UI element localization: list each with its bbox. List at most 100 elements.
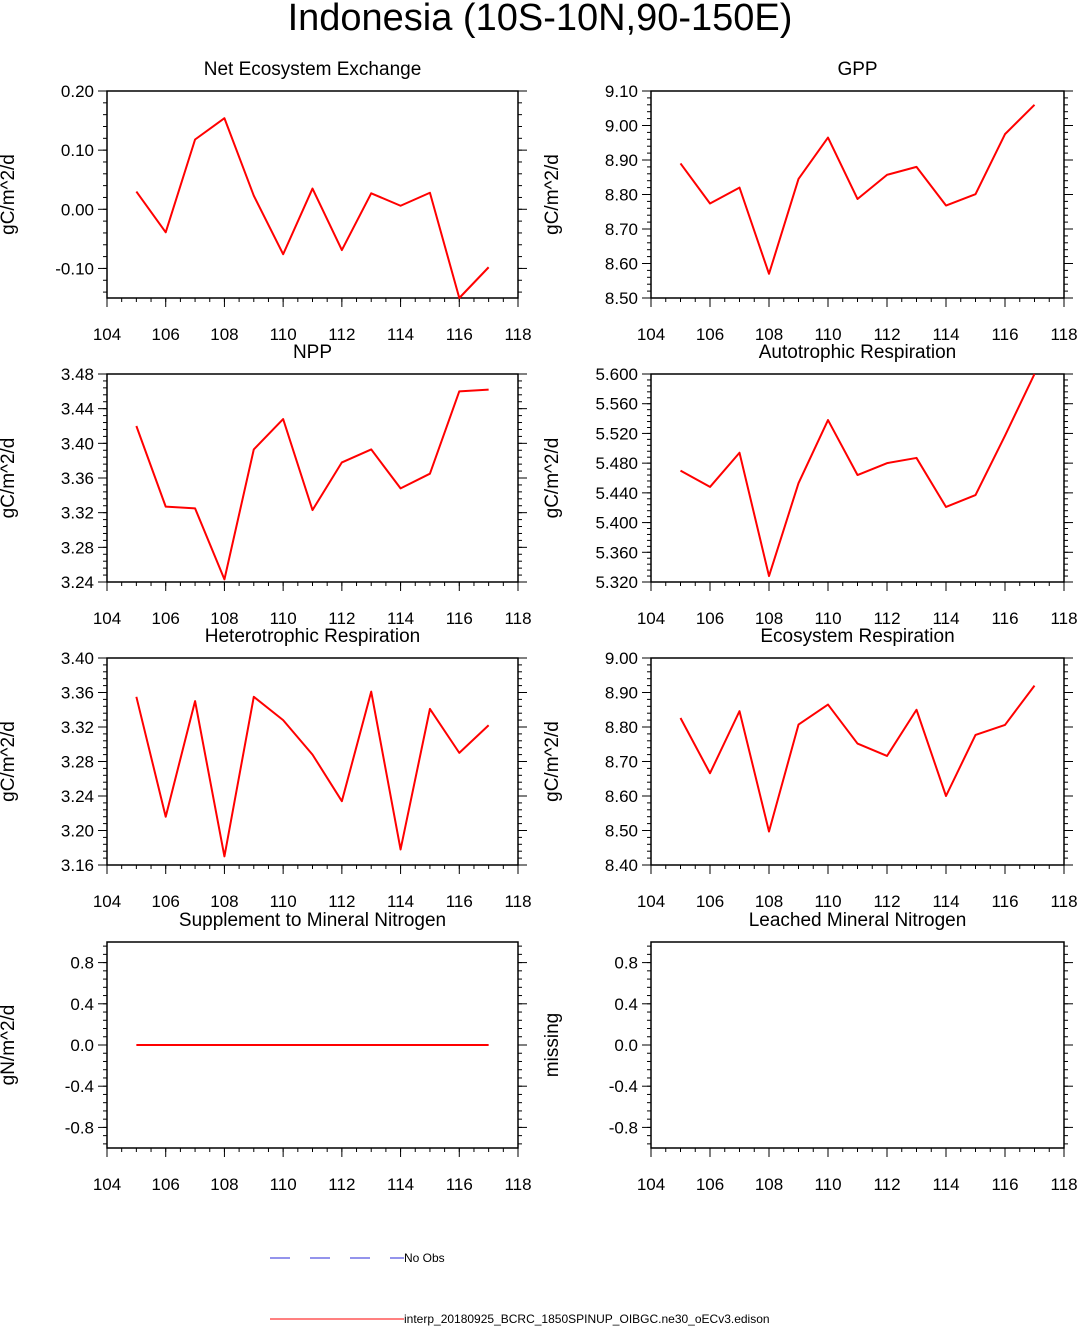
- y-tick-label: 0.0: [614, 1036, 638, 1055]
- x-tick-label: 112: [873, 325, 900, 344]
- x-tick-label: 108: [210, 609, 238, 628]
- legend-line-solid: [270, 1318, 404, 1320]
- x-tick-label: 106: [696, 1175, 724, 1194]
- y-tick-label: 5.360: [595, 543, 638, 562]
- y-axis-label: gC/m^2/d: [542, 438, 563, 519]
- y-tick-label: 8.60: [605, 787, 638, 806]
- x-tick-label: 104: [637, 325, 665, 344]
- y-tick-label: 0.4: [614, 995, 638, 1014]
- x-tick-label: 104: [93, 1175, 121, 1194]
- chart-title: Leached Mineral Nitrogen: [749, 910, 967, 931]
- y-tick-label: 3.44: [61, 400, 94, 419]
- y-tick-label: 3.16: [61, 856, 94, 875]
- chart-panel-8: -0.8 -0.4 0.0 0.4 0.8 104 106 108 110 112 114 116 11…: [542, 910, 1078, 1194]
- series-line: [135, 117, 490, 299]
- chart-title: Net Ecosystem Exchange: [204, 59, 422, 80]
- x-tick-label: 112: [873, 892, 900, 911]
- x-tick-label: 106: [152, 325, 180, 344]
- x-tick-label: 112: [328, 1175, 355, 1194]
- y-tick-label: 9.00: [605, 649, 638, 668]
- series-line: [680, 373, 1036, 578]
- x-tick-label: 114: [932, 1175, 959, 1194]
- figure-title: Indonesia (10S-10N,90-150E): [287, 0, 793, 39]
- x-tick-label: 108: [755, 1175, 783, 1194]
- x-tick-label: 116: [446, 609, 473, 628]
- x-tick-label: 112: [328, 609, 355, 628]
- y-tick-label: 8.40: [605, 856, 638, 875]
- y-tick-label: 3.36: [61, 469, 94, 488]
- plot-frame: [650, 90, 1065, 299]
- y-tick-label: -0.8: [65, 1118, 94, 1137]
- y-tick-label: 8.90: [605, 684, 638, 703]
- x-tick-label: 114: [387, 609, 414, 628]
- legend-label-no-obs: No Obs: [404, 1251, 445, 1265]
- x-tick-label: 104: [637, 609, 665, 628]
- x-tick-label: 104: [93, 609, 121, 628]
- y-tick-label: 3.24: [61, 787, 94, 806]
- chart-panel-6: 8.40 8.50 8.60 8.70 8.80 8.90 9.00 104 106 108 110…: [542, 626, 1078, 911]
- x-tick-label: 104: [637, 1175, 665, 1194]
- y-tick-label: 9.10: [605, 82, 638, 101]
- chart-panel-2: 8.50 8.60 8.70 8.80 8.90 9.00 9.10 104 106 108 110…: [542, 59, 1078, 344]
- x-tick-label: 112: [873, 609, 900, 628]
- legend-line-dashed: [270, 1257, 404, 1259]
- y-tick-label: 5.400: [595, 514, 638, 533]
- y-tick-label: 8.60: [605, 255, 638, 274]
- series-line: [679, 684, 1036, 833]
- chart-panel-1: -0.10 0.00 0.10 0.20 104 106 108 110 112 114 116 11…: [0, 59, 532, 344]
- y-tick-label: 8.50: [605, 822, 638, 841]
- x-tick-label: 110: [270, 892, 297, 911]
- x-tick-label: 106: [152, 609, 180, 628]
- y-tick-label: 3.24: [61, 573, 94, 592]
- x-tick-label: 108: [210, 1175, 238, 1194]
- y-tick-label: 0.8: [614, 954, 638, 973]
- plot-frame: [650, 941, 1065, 1149]
- x-tick-label: 108: [210, 325, 238, 344]
- x-tick-label: 110: [814, 609, 841, 628]
- legend-label-model: interp_20180925_BCRC_1850SPINUP_OIBGC.ne…: [404, 1312, 770, 1326]
- x-tick-label: 112: [328, 892, 355, 911]
- y-tick-label: 5.480: [595, 454, 638, 473]
- x-tick-label: 116: [446, 325, 473, 344]
- plot-frame: [106, 373, 519, 583]
- y-tick-label: 0.0: [70, 1036, 94, 1055]
- y-tick-label: 3.28: [61, 753, 94, 772]
- series-line: [135, 690, 490, 858]
- y-tick-label: 9.00: [605, 117, 638, 136]
- x-tick-label: 104: [93, 325, 121, 344]
- x-tick-label: 116: [446, 892, 473, 911]
- x-tick-label: 108: [755, 325, 783, 344]
- y-tick-label: 0.4: [70, 995, 94, 1014]
- y-axis-label: gN/m^2/d: [0, 1005, 19, 1086]
- y-tick-label: 0.8: [70, 954, 94, 973]
- chart-panel-4: 5.320 5.360 5.400 5.440 5.480 5.520 5.560 5.600…: [542, 342, 1078, 628]
- x-tick-label: 110: [270, 325, 297, 344]
- x-tick-label: 118: [1050, 609, 1077, 628]
- x-tick-label: 114: [932, 892, 959, 911]
- x-tick-label: 118: [504, 609, 531, 628]
- x-tick-label: 116: [991, 892, 1018, 911]
- y-tick-label: 8.90: [605, 151, 638, 170]
- x-tick-label: 110: [270, 609, 297, 628]
- x-tick-label: 112: [873, 1175, 900, 1194]
- x-tick-label: 114: [387, 1175, 414, 1194]
- chart-panel-5: 3.16 3.20 3.24 3.28 3.32 3.36 3.40 104 106 108 110…: [0, 626, 532, 911]
- chart-title: Ecosystem Respiration: [760, 626, 954, 647]
- plot-frame: [650, 373, 1065, 583]
- x-tick-label: 106: [152, 1175, 180, 1194]
- series-line: [679, 104, 1036, 275]
- y-tick-label: 5.440: [595, 484, 638, 503]
- y-tick-label: 3.32: [61, 718, 94, 737]
- x-tick-label: 110: [814, 1175, 841, 1194]
- chart-panel-3: 3.24 3.28 3.32 3.36 3.40 3.44 3.48 104 106 108 110…: [0, 342, 532, 628]
- x-tick-label: 116: [991, 609, 1018, 628]
- x-tick-label: 118: [504, 1175, 531, 1194]
- x-tick-label: 114: [932, 609, 959, 628]
- y-axis-label: gC/m^2/d: [0, 154, 19, 235]
- y-tick-label: 3.40: [61, 434, 94, 453]
- chart-title: Heterotrophic Respiration: [205, 626, 420, 647]
- x-tick-label: 110: [270, 1175, 297, 1194]
- x-tick-label: 110: [814, 892, 841, 911]
- y-tick-label: 5.600: [595, 365, 638, 384]
- y-tick-label: 0.10: [61, 141, 94, 160]
